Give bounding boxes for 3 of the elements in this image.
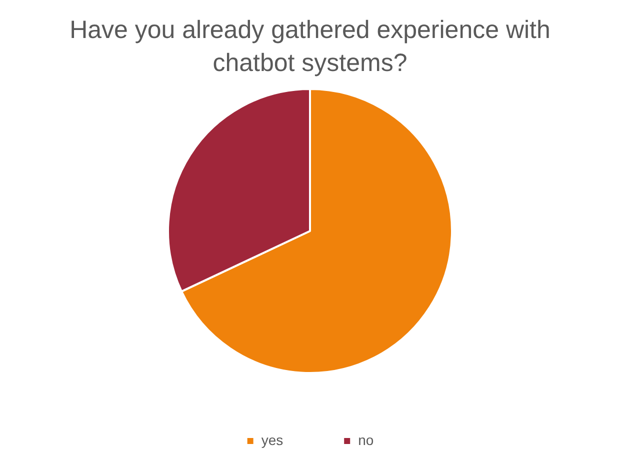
legend-label: yes: [261, 432, 284, 448]
chart-title: Have you already gathered experience with chatbot systems?: [68, 15, 552, 79]
legend-label: no: [358, 432, 374, 448]
